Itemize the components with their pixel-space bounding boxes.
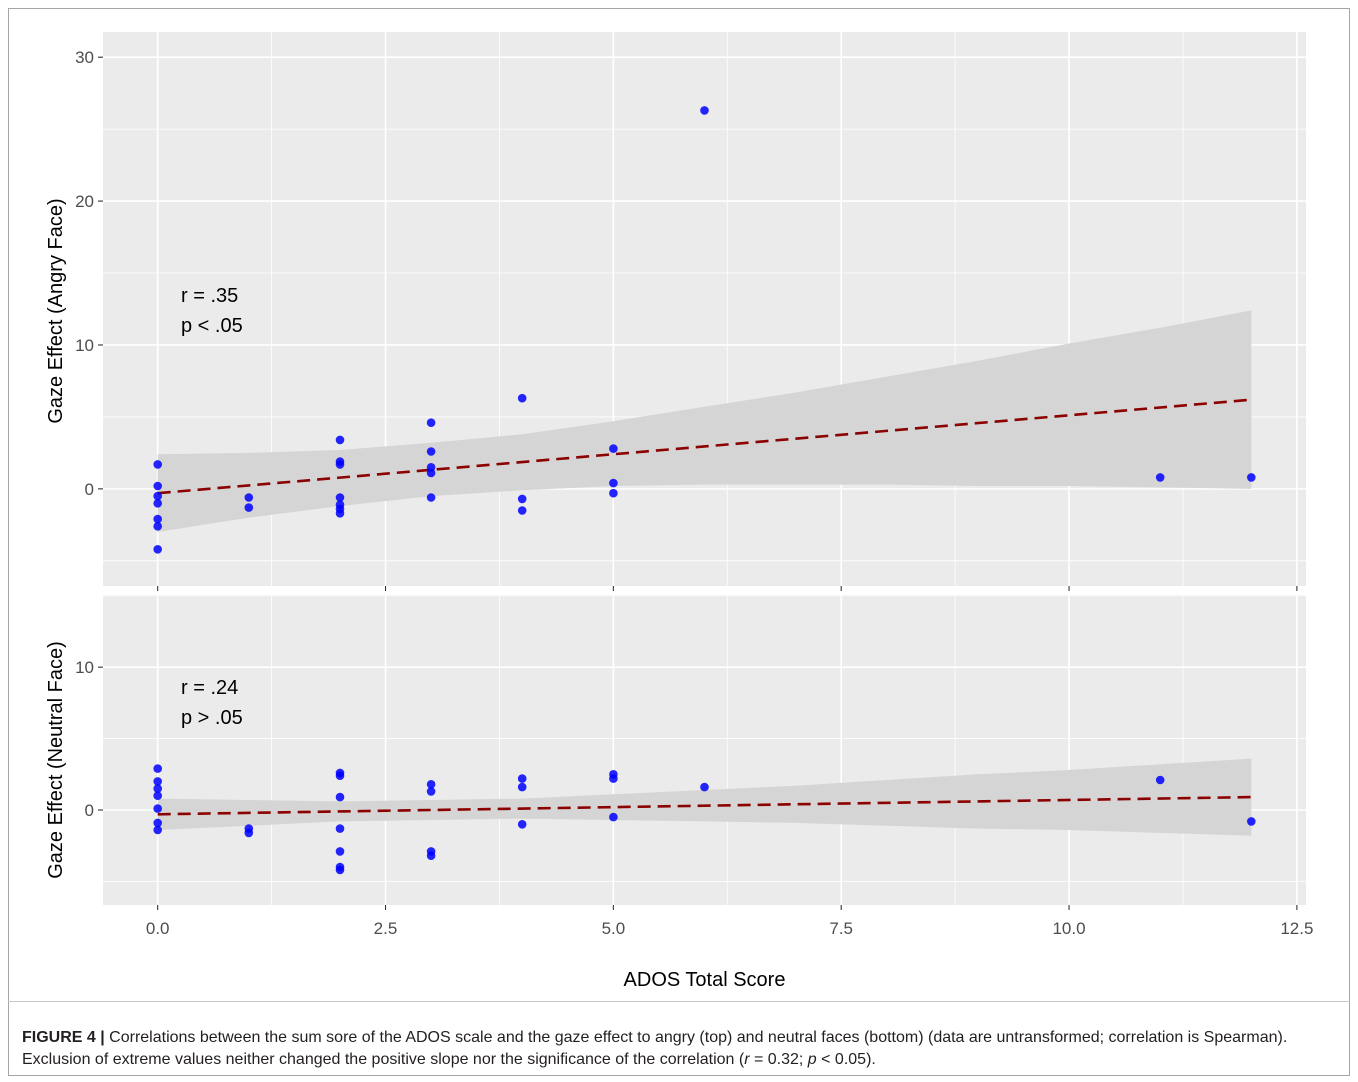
data-point (517, 820, 527, 829)
data-point (700, 782, 709, 792)
data-point (1247, 817, 1256, 826)
figure-caption: FIGURE 4 | Correlations between the sum … (22, 1027, 1340, 1071)
caption-p-symbol: p (807, 1051, 817, 1068)
data-point (426, 493, 436, 502)
correlation-annotation: r = .35 (181, 285, 238, 307)
caption-divider (8, 1001, 1350, 1002)
data-point (335, 493, 345, 502)
y-tick-label: 10 (75, 336, 94, 355)
regression-line (157, 398, 1252, 495)
data-point (426, 468, 436, 478)
y-axis-title: Gaze Effect (Angry Face) (45, 198, 67, 423)
data-point (426, 418, 436, 428)
panel-background (103, 595, 1306, 905)
data-point (517, 393, 527, 403)
x-axis-title: ADOS Total Score (624, 969, 786, 991)
data-point (335, 792, 345, 802)
data-point (153, 825, 162, 835)
correlation-annotation: p > .05 (181, 707, 243, 729)
caption-text: Correlations between the sum sore of the… (22, 1029, 1288, 1068)
x-axis: 0.0 2.5 5.0 7.5 10.0 12.5 (146, 919, 1314, 938)
y-tick-label: 0 (85, 801, 94, 820)
data-point (426, 787, 436, 796)
data-point (153, 804, 162, 813)
data-point (517, 506, 527, 515)
data-point (153, 818, 162, 828)
panel-neutral-face: 0 10 Gaze Effect (Neutral Face) r = .24 p > … (45, 595, 1306, 910)
data-point (244, 493, 254, 502)
data-point (153, 481, 162, 491)
y-tick-label: 10 (75, 658, 94, 677)
data-point (153, 491, 162, 501)
data-point (517, 782, 527, 792)
caption-text: < 0.05). (816, 1051, 876, 1068)
x-tick-label: 12.5 (1280, 919, 1313, 938)
x-tick-label: 7.5 (829, 919, 853, 938)
data-point (1247, 473, 1256, 482)
data-point (1155, 473, 1165, 482)
y-tick-label: 0 (85, 480, 94, 499)
x-tick-label: 0.0 (146, 919, 170, 938)
data-point (517, 774, 527, 783)
panel-angry-face: 0 10 20 30 Gaze Effect (Angry Face) r = .35 p … (45, 32, 1306, 591)
scatter-chart: 0 10 20 30 Gaze Effect (Angry Face) r = .35 p … (45, 32, 1314, 991)
confidence-band (157, 758, 1252, 836)
data-point (335, 865, 345, 875)
data-point (609, 478, 618, 488)
figure-frame (8, 8, 1350, 1076)
data-point (335, 824, 345, 833)
data-point (153, 545, 162, 554)
data-point (153, 522, 162, 531)
data-point (609, 488, 618, 498)
data-point (609, 444, 618, 453)
y-tick-label: 20 (75, 192, 94, 211)
caption-text: = 0.32; (749, 1051, 808, 1068)
data-point (426, 447, 436, 456)
data-point (153, 777, 162, 786)
x-tick-label: 10.0 (1052, 919, 1085, 938)
data-point (335, 509, 345, 518)
data-point (700, 106, 709, 115)
data-point (244, 503, 254, 512)
data-point (335, 460, 345, 469)
data-point (153, 499, 162, 508)
correlation-annotation: p < .05 (181, 315, 243, 337)
data-point (153, 784, 162, 793)
x-tick-label: 2.5 (374, 919, 398, 938)
y-axis-title: Gaze Effect (Neutral Face) (45, 641, 67, 879)
data-point (426, 851, 436, 860)
caption-r-symbol: r (744, 1051, 750, 1068)
data-point (335, 435, 345, 445)
data-point (1155, 775, 1165, 785)
data-point (609, 774, 618, 783)
data-point (609, 812, 618, 822)
data-point (153, 514, 162, 524)
data-point (244, 828, 254, 838)
data-point (426, 780, 436, 789)
figure-label: FIGURE 4 | (22, 1029, 105, 1046)
data-point (335, 847, 345, 856)
y-tick-label: 30 (75, 48, 94, 67)
data-point (517, 494, 527, 504)
data-point (153, 460, 162, 469)
data-point (153, 764, 162, 773)
x-tick-label: 5.0 (602, 919, 626, 938)
regression-line (157, 795, 1252, 816)
correlation-annotation: r = .24 (181, 677, 238, 699)
data-point (153, 791, 162, 800)
data-point (335, 771, 345, 780)
